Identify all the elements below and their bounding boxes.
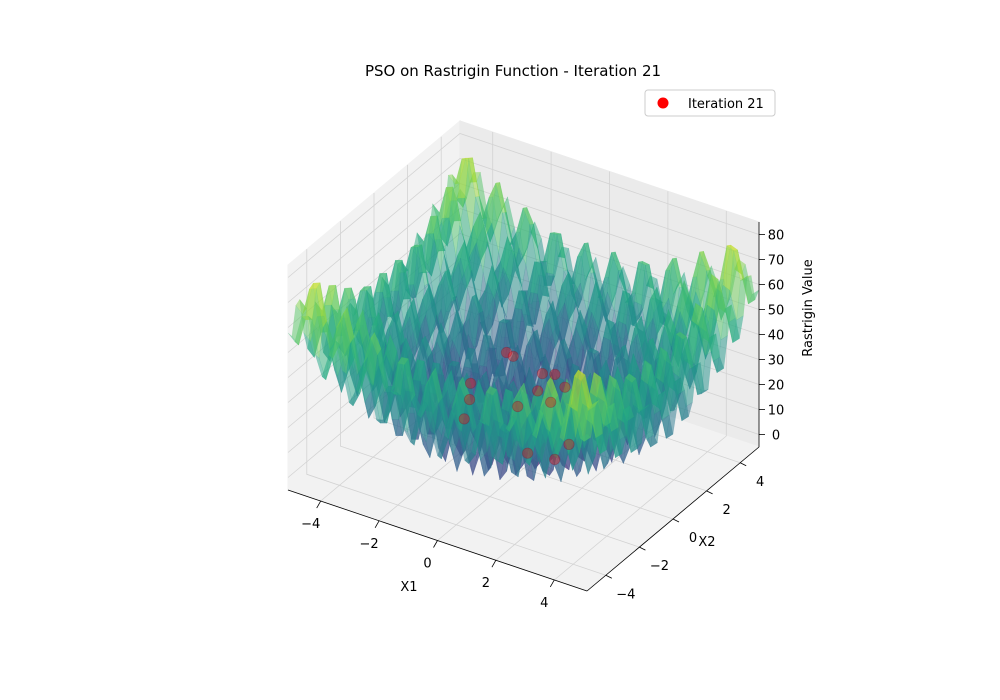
y-tick-label: 2 <box>722 503 730 518</box>
particle-marker <box>549 453 561 465</box>
z-tick-label: 50 <box>768 304 785 319</box>
particle-marker <box>545 396 557 408</box>
legend: Iteration 21 <box>644 89 776 117</box>
surface-patch <box>705 333 717 356</box>
z-tick-label: 80 <box>768 229 785 244</box>
surface-patch <box>619 405 631 441</box>
surface-patch <box>634 407 646 448</box>
y-tick-mark <box>672 518 680 523</box>
y-gridline <box>339 221 640 548</box>
particle-markers <box>458 346 575 465</box>
axis-lines-and-ticks <box>287 222 765 592</box>
y-tick-label: −4 <box>616 587 635 602</box>
rastrigin-surface <box>287 157 760 483</box>
legend-marker <box>657 97 669 109</box>
x-tick-mark <box>433 540 438 548</box>
surface-patch <box>626 416 639 454</box>
particle-marker <box>458 413 470 425</box>
surface-patch <box>693 362 705 396</box>
particle-marker <box>463 393 476 406</box>
z-tick-label: 70 <box>768 254 785 269</box>
surface-patch <box>579 433 592 442</box>
x-tick-label: 4 <box>540 596 548 611</box>
particle-marker <box>464 377 477 389</box>
z-tick-label: 0 <box>772 429 780 444</box>
y-axis-label: X2 <box>698 535 715 550</box>
particle-marker <box>512 400 524 413</box>
x-tick-mark <box>549 579 555 588</box>
x-tick-mark <box>491 560 497 568</box>
z-tick-label: 30 <box>768 354 785 369</box>
chart-title: PSO on Rastrigin Function - Iteration 21 <box>365 62 661 80</box>
particle-marker <box>532 385 544 397</box>
x-tick-mark <box>316 500 322 509</box>
y-tick-mark <box>605 574 612 579</box>
y-tick-label: −2 <box>650 559 669 574</box>
z-gridline <box>287 133 760 278</box>
x-tick-mark <box>374 520 380 528</box>
z-tick-label: 40 <box>768 329 785 344</box>
y-tick-mark <box>740 462 747 467</box>
x-tick-label: 2 <box>482 576 490 591</box>
particle-marker <box>559 381 571 393</box>
particle-marker <box>563 438 575 450</box>
particle-marker <box>549 368 561 380</box>
y-gridline <box>373 193 674 520</box>
y-tick-label: 4 <box>756 475 764 490</box>
particle-marker <box>521 447 534 459</box>
particle-marker <box>507 350 519 362</box>
surface-patch <box>712 356 725 374</box>
surface-patch <box>720 304 732 341</box>
x-tick-label: 0 <box>423 557 431 572</box>
particle-marker <box>500 346 513 359</box>
z-gridline <box>287 158 760 303</box>
y-tick-label: 0 <box>689 531 697 546</box>
y-tick-mark <box>706 490 713 495</box>
surface-patch <box>642 403 654 440</box>
z-tick-label: 20 <box>768 379 785 394</box>
z-axis-label: Rastrigin Value <box>801 259 816 356</box>
y-tick-mark <box>639 546 646 551</box>
surface-patch <box>583 406 596 442</box>
x-tick-label: −2 <box>360 537 379 552</box>
x-tick-label: −4 <box>301 517 320 532</box>
surface-patch <box>638 403 650 413</box>
x-axis-label: X1 <box>400 580 417 595</box>
legend-box <box>644 89 776 117</box>
z-tick-label: 10 <box>768 404 785 419</box>
particle-marker <box>536 367 549 380</box>
z-tick-label: 60 <box>768 279 785 294</box>
legend-label: Iteration 21 <box>688 97 764 112</box>
